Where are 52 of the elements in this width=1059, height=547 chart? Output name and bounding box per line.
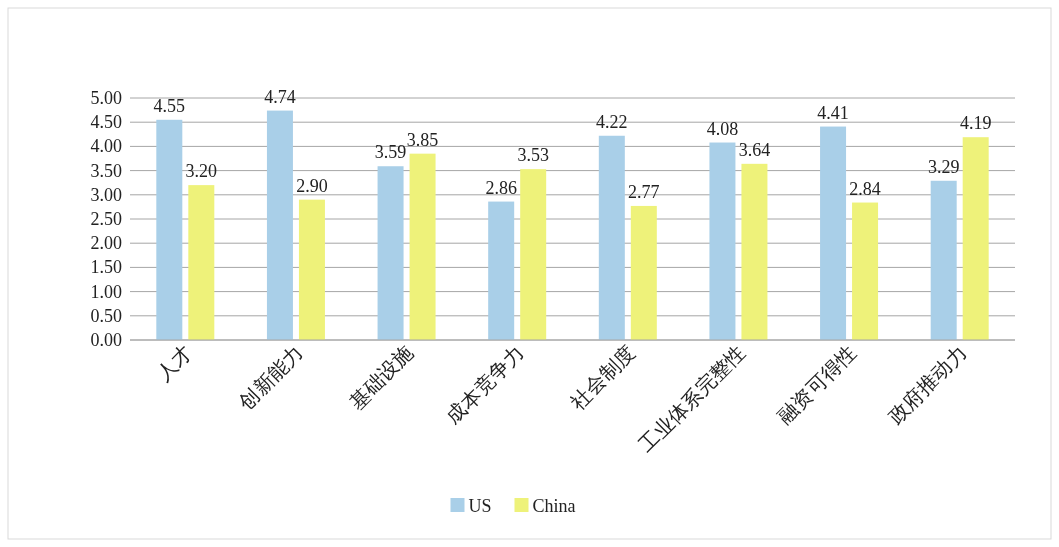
bar	[156, 119, 183, 340]
bar	[741, 163, 768, 340]
bar	[598, 135, 625, 340]
y-tick-label: 3.50	[90, 160, 122, 181]
data-label: 4.74	[264, 86, 296, 107]
y-tick-label: 3.00	[90, 184, 122, 205]
bar	[266, 110, 293, 340]
data-label: 4.41	[817, 102, 849, 123]
bar	[409, 153, 436, 340]
legend-label: US	[468, 496, 492, 516]
bar	[520, 169, 547, 340]
data-label: 3.85	[406, 129, 439, 150]
data-label: 3.53	[517, 145, 549, 166]
bar	[188, 185, 215, 340]
bar	[298, 199, 325, 340]
data-label: 2.77	[628, 181, 660, 202]
data-label: 3.20	[185, 161, 218, 182]
bar	[962, 137, 989, 340]
bar	[377, 166, 404, 340]
bar	[488, 201, 515, 340]
y-tick-label: 4.50	[90, 112, 122, 133]
data-label: 4.08	[706, 118, 739, 139]
data-label: 4.22	[596, 111, 628, 132]
bar	[852, 202, 879, 340]
data-label: 2.84	[849, 178, 881, 199]
data-label: 2.90	[296, 175, 328, 196]
data-label: 4.55	[153, 95, 186, 116]
x-tick-label: 政府推动力	[884, 341, 971, 428]
x-tick-label: 社会制度	[566, 341, 639, 414]
y-tick-label: 1.50	[90, 257, 122, 278]
y-tick-label: 1.00	[90, 281, 122, 302]
y-tick-label: 2.50	[90, 209, 122, 229]
data-label: 4.19	[959, 113, 992, 134]
y-tick-label: 2.00	[90, 233, 122, 254]
x-tick-label: 基础设施	[345, 341, 418, 414]
y-tick-label: 5.00	[90, 88, 122, 108]
x-tick-label: 成本竞争力	[441, 341, 529, 428]
y-tick-label: 4.00	[90, 136, 122, 157]
data-label: 3.64	[738, 139, 771, 160]
bar	[930, 180, 957, 340]
data-label: 3.59	[374, 142, 407, 163]
legend-label: China	[532, 496, 576, 516]
y-tick-label: 0.50	[90, 305, 122, 326]
x-tick-label: 创新能力	[234, 341, 307, 414]
data-label: 3.29	[927, 156, 960, 177]
bar	[630, 205, 657, 340]
bar	[820, 126, 847, 340]
y-tick-label: 0.00	[90, 330, 122, 350]
x-tick-label: 融资可得性	[773, 341, 860, 428]
x-tick-label: 人才	[152, 341, 197, 386]
data-label: 2.86	[485, 177, 517, 198]
bar	[709, 142, 736, 340]
